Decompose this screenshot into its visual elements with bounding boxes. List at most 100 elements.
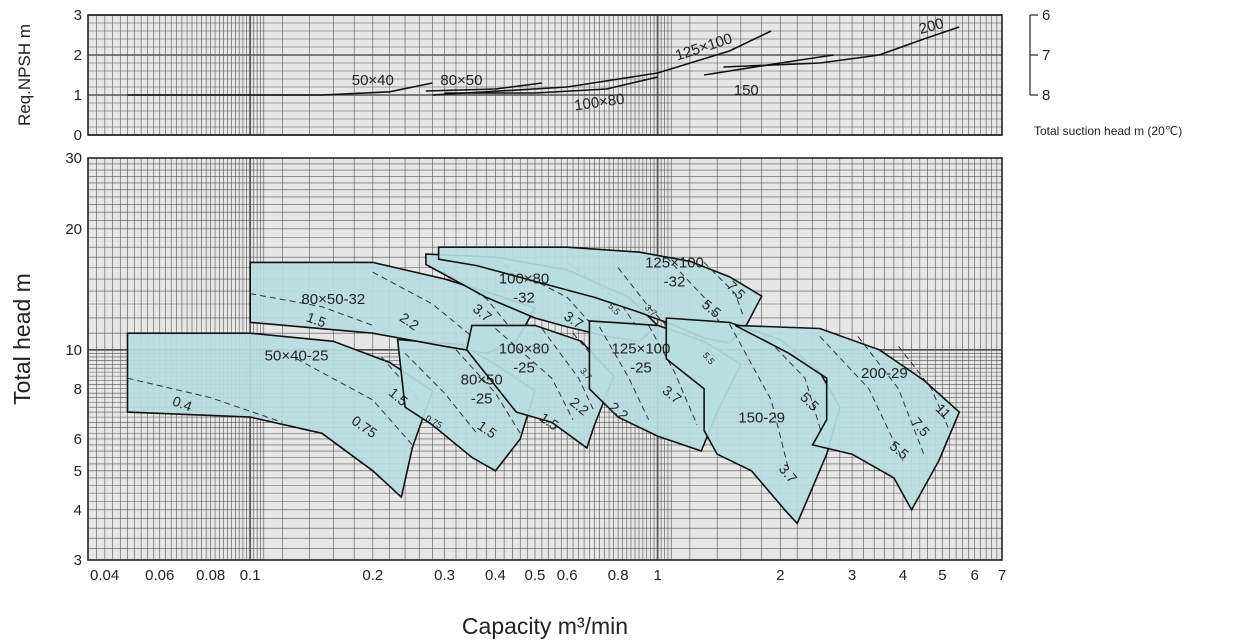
- motor-line: [372, 271, 473, 337]
- zone-label: 80×50-32: [301, 291, 365, 308]
- x-tick-label: 4: [899, 567, 907, 584]
- npsh-curve-label: 50×40: [352, 72, 394, 89]
- motor-line: [857, 336, 925, 455]
- zone-label: 125×100 -32: [645, 255, 704, 291]
- zone-label: 150-29: [738, 409, 785, 426]
- y-tick-label: 6: [74, 431, 82, 448]
- head-axis-title: Total head m: [9, 273, 35, 405]
- x-tick-label: 0.08: [196, 567, 225, 584]
- x-tick-label: 0.8: [608, 567, 629, 584]
- zone-label-line: 50×40-25: [265, 348, 329, 365]
- zone-100-80-25: [465, 324, 615, 450]
- axes: 0.04 0.06 0.08 0.1 0.2 0.3 0.4 0.5 0.6 0.8 1 2 3 4 5 6 7…: [9, 7, 1182, 639]
- zone-label-line: -32: [513, 290, 535, 307]
- y-tick-label: 8: [74, 381, 82, 398]
- npsh-curve-label: 80×50: [440, 72, 482, 89]
- x-tick-label: 0.6: [557, 567, 578, 584]
- zone-label: 100×80 -25: [499, 340, 549, 376]
- zone-area: [734, 324, 961, 512]
- zone-label-line: -25: [513, 359, 535, 376]
- zone-label-line: -25: [471, 390, 493, 407]
- npsh-curve-150: [703, 54, 834, 76]
- npsh-curve-125-100: [432, 30, 772, 96]
- motor-label: 1.5: [304, 309, 328, 331]
- npsh-axis-title: Req.NPSH m: [15, 24, 34, 126]
- x-tick-label: 0.3: [434, 567, 455, 584]
- x-tick-label: 0.1: [240, 567, 261, 584]
- zone-area: [126, 332, 434, 499]
- zone-label-line: 100×80: [499, 340, 549, 357]
- npsh-curve-label: 100×80: [573, 91, 625, 115]
- y-tick-label: 5: [74, 463, 82, 480]
- motor-line: [648, 325, 698, 426]
- zone-label-line: 125×100: [612, 340, 671, 357]
- x-tick-label: 6: [971, 567, 979, 584]
- npsh-grid: [87, 14, 1003, 136]
- y-tick-label: 20: [65, 221, 82, 238]
- x-tick-label: 0.04: [90, 567, 119, 584]
- suction-axis-tick-label: 8: [1042, 87, 1050, 104]
- zone-label: 200-29: [861, 365, 908, 382]
- motor-line: [455, 349, 521, 434]
- motor-line: [250, 293, 373, 326]
- zone-label-line: 80×50-32: [301, 291, 365, 308]
- npsh-curves: [127, 26, 960, 96]
- npsh-curve-200: [723, 26, 960, 68]
- y-tick-label: 10: [65, 342, 82, 359]
- zone-label: 125×100 -25: [612, 340, 671, 376]
- zone-label-line: 100×80: [499, 271, 549, 288]
- motor-line: [665, 256, 724, 329]
- zone-label: 80×50 -25: [461, 371, 503, 407]
- x-tick-label: 0.5: [525, 567, 546, 584]
- motor-line: [761, 332, 824, 440]
- motor-line: [404, 352, 478, 434]
- y-tick-label: 4: [74, 502, 82, 519]
- zone-label-line: 200-29: [861, 365, 908, 382]
- suction-axis-tick-label: 6: [1042, 7, 1050, 24]
- npsh-y-tick-label: 2: [74, 47, 82, 64]
- zone-label-line: -32: [664, 274, 686, 291]
- npsh-curve-label: 200: [917, 15, 946, 38]
- zone-label-line: -25: [630, 359, 652, 376]
- x-tick-label: 0.2: [362, 567, 383, 584]
- npsh-curve-label: 150: [734, 82, 759, 99]
- motor-line: [495, 328, 574, 420]
- y-tick-label: 3: [74, 552, 82, 569]
- npsh-curve-100-80: [444, 76, 658, 94]
- zone-label-line: 80×50: [461, 371, 503, 388]
- zone-50-40-25: [126, 332, 434, 499]
- zone-label: 100×80 -32: [499, 271, 549, 307]
- zone-200-29: [734, 324, 961, 512]
- npsh-y-tick-label: 0: [74, 127, 82, 144]
- zone-label: 50×40-25: [265, 348, 329, 365]
- npsh-frame: [87, 14, 1003, 136]
- npsh-plot-area: [88, 15, 1002, 135]
- motor-line: [703, 262, 744, 316]
- motor-line: [127, 377, 283, 423]
- x-tick-label: 3: [848, 567, 856, 584]
- suction-axis-tick-label: 7: [1042, 47, 1050, 64]
- x-tick-label: 7: [998, 567, 1006, 584]
- npsh-curve-50-40: [127, 82, 433, 96]
- zone-area: [465, 324, 615, 450]
- npsh-y-tick-label: 1: [74, 87, 82, 104]
- coverage-zones: [126, 246, 961, 525]
- x-tick-label: 1: [653, 567, 661, 584]
- motor-line: [898, 345, 950, 431]
- npsh-y-tick-label: 3: [74, 7, 82, 24]
- x-tick-label: 5: [938, 567, 946, 584]
- motor-label: 0.4: [170, 393, 194, 415]
- npsh-curve-80-50: [425, 82, 543, 92]
- y-tick-label: 30: [65, 150, 82, 167]
- capacity-axis-title: Capacity m³/min: [462, 613, 628, 639]
- x-tick-label: 0.4: [485, 567, 506, 584]
- x-tick-label: 2: [776, 567, 784, 584]
- motor-line: [728, 323, 790, 471]
- motor-line: [541, 328, 595, 413]
- zone-label-line: 150-29: [738, 409, 785, 426]
- suction-axis-label: Total suction head m (20℃): [1034, 124, 1182, 138]
- head-frame: [87, 157, 1003, 561]
- zone-label-line: 125×100: [645, 255, 704, 272]
- motor-line: [819, 336, 904, 461]
